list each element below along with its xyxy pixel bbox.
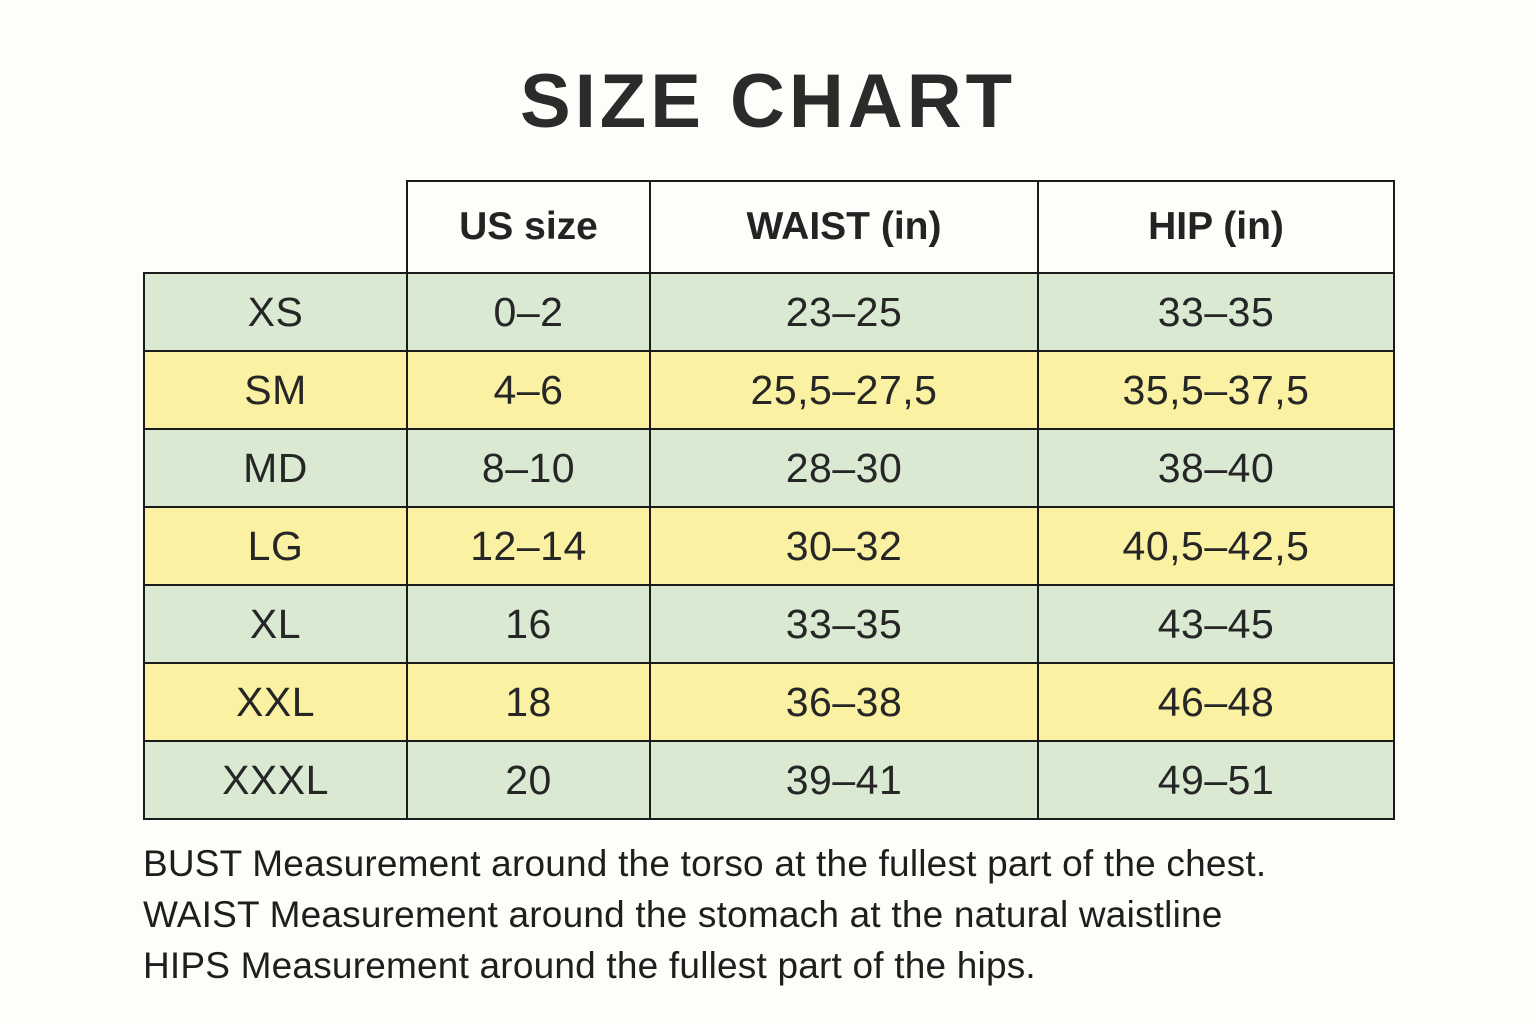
hip-value: 38–40	[1037, 428, 1395, 508]
waist-value: 28–30	[649, 428, 1039, 508]
table-row-xl: XL 16 33–35 43–45	[143, 584, 1395, 664]
size-label: XXXL	[143, 740, 408, 820]
header-us-size: US size	[406, 180, 651, 274]
table-row-xxxl: XXXL 20 39–41 49–51	[143, 740, 1395, 820]
header-row: US size WAIST (in) HIP (in)	[144, 180, 1395, 274]
waist-value: 25,5–27,5	[649, 350, 1039, 430]
us-size-value: 16	[406, 584, 651, 664]
hip-value: 46–48	[1037, 662, 1395, 742]
size-label: XXL	[143, 662, 408, 742]
table-row-md: MD 8–10 28–30 38–40	[143, 428, 1395, 508]
size-label: LG	[143, 506, 408, 586]
us-size-value: 4–6	[406, 350, 651, 430]
page-title: SIZE CHART	[520, 59, 1016, 144]
header-blank-cell	[144, 181, 407, 273]
size-label: SM	[143, 350, 408, 430]
note-waist: WAIST Measurement around the stomach at …	[143, 894, 1223, 935]
waist-value: 39–41	[649, 740, 1039, 820]
us-size-value: 18	[406, 662, 651, 742]
note-bust: BUST Measurement around the torso at the…	[143, 843, 1267, 884]
hip-value: 33–35	[1037, 272, 1395, 352]
size-label: XL	[143, 584, 408, 664]
measurement-notes: BUST Measurement around the torso at the…	[143, 838, 1443, 991]
us-size-value: 8–10	[406, 428, 651, 508]
header-hip: HIP (in)	[1037, 180, 1395, 274]
hip-value: 49–51	[1037, 740, 1395, 820]
waist-value: 36–38	[649, 662, 1039, 742]
hip-value: 35,5–37,5	[1037, 350, 1395, 430]
waist-value: 33–35	[649, 584, 1039, 664]
table-row-lg: LG 12–14 30–32 40,5–42,5	[143, 506, 1395, 586]
size-label: MD	[143, 428, 408, 508]
size-label: XS	[143, 272, 408, 352]
waist-value: 30–32	[649, 506, 1039, 586]
note-hips: HIPS Measurement around the fullest part…	[143, 945, 1036, 986]
hip-value: 40,5–42,5	[1037, 506, 1395, 586]
table-row-xs: XS 0–2 23–25 33–35	[143, 272, 1395, 352]
table-row-sm: SM 4–6 25,5–27,5 35,5–37,5	[143, 350, 1395, 430]
waist-value: 23–25	[649, 272, 1039, 352]
us-size-value: 20	[406, 740, 651, 820]
us-size-value: 12–14	[406, 506, 651, 586]
table-row-xxl: XXL 18 36–38 46–48	[143, 662, 1395, 742]
size-chart-table: US size WAIST (in) HIP (in) XS 0–2 23–25…	[143, 180, 1395, 820]
header-waist: WAIST (in)	[649, 180, 1039, 274]
us-size-value: 0–2	[406, 272, 651, 352]
hip-value: 43–45	[1037, 584, 1395, 664]
